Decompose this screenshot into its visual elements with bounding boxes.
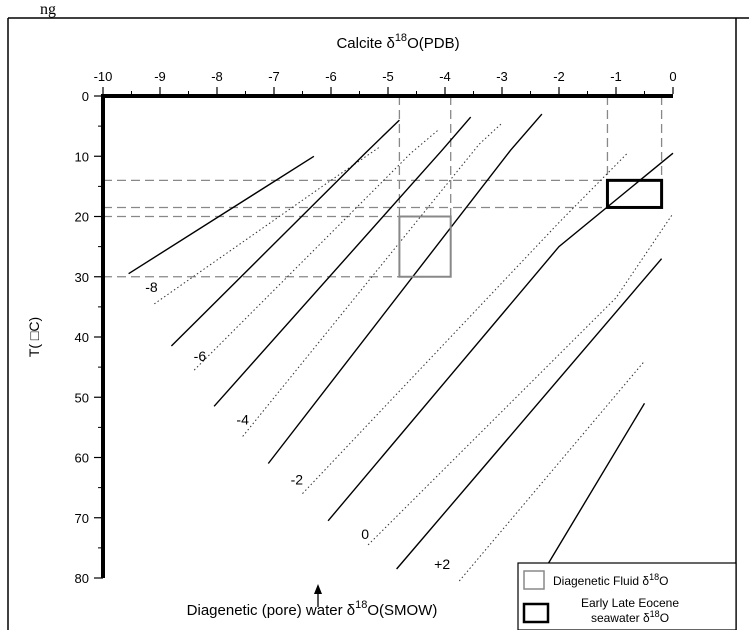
top-tick-label: -3	[496, 69, 508, 84]
y-axis-title: T( □C)	[26, 317, 42, 357]
y-tick-label: 70	[75, 511, 89, 526]
solid-curve-4	[529, 402, 646, 594]
y-tick-label: 50	[75, 390, 89, 405]
top-tick-label: -10	[94, 69, 113, 84]
top-tick-label: -7	[268, 69, 280, 84]
curves	[128, 113, 674, 594]
y-tick-label: 40	[75, 330, 89, 345]
legend-label-seawater-line1: Early Late Eocene	[581, 596, 679, 610]
dotted-curve--7	[154, 146, 380, 305]
y-tick-label: 30	[75, 270, 89, 285]
dotted-curve-3	[458, 360, 645, 582]
legend-label-seawater-line2: seawater δ18O	[591, 609, 669, 625]
legend-frame	[517, 562, 737, 630]
boxes	[398, 178, 664, 278]
curve-label: -6	[194, 348, 207, 364]
legend-label-diagenetic: Diagenetic Fluid δ18O	[553, 572, 668, 588]
y-tick-label: 0	[82, 89, 89, 104]
top-tick-label: -8	[211, 69, 223, 84]
curve-label: 0	[361, 526, 369, 542]
top-caption: ng	[40, 1, 56, 18]
solid-curve--8	[128, 155, 315, 275]
y-tick-label: 10	[75, 149, 89, 164]
y-tick-label: 20	[75, 210, 89, 225]
top-tick-label: -1	[610, 69, 622, 84]
curve-label: -2	[291, 472, 304, 488]
dotted-curve--5	[193, 128, 440, 371]
solid-curve-2	[396, 258, 663, 570]
bottom-axis-title: Diagenetic (pore) water δ18O(SMOW)	[187, 599, 438, 619]
diagenetic-fluid-box	[398, 215, 452, 278]
solid-curve-0	[327, 152, 674, 522]
guide-lines	[103, 96, 663, 278]
curve-labels: -8-6-4-20+2+4	[145, 279, 547, 581]
top-tick-label: -4	[439, 69, 451, 84]
solid-curve--2	[267, 113, 543, 464]
seawater-box	[605, 178, 664, 209]
dotted-curve-1	[367, 213, 674, 546]
y-tick-label: 80	[75, 571, 89, 586]
top-tick-label: -5	[382, 69, 394, 84]
top-axis-title: Calcite δ18O(PDB)	[336, 32, 459, 52]
legend: Diagenetic Fluid δ18O Early Late Eocene …	[517, 562, 737, 630]
dotted-curve--3	[242, 122, 503, 437]
curve-label: -4	[236, 411, 249, 427]
top-tick-label: -2	[553, 69, 565, 84]
legend-swatch-diagenetic	[523, 570, 545, 590]
legend-swatch-seawater	[522, 602, 550, 624]
top-tick-label: -9	[154, 69, 166, 84]
curve-label: +2	[434, 556, 450, 572]
solid-curve--6	[170, 119, 400, 347]
dotted-curve--1	[302, 152, 628, 494]
top-tick-label: -6	[325, 69, 337, 84]
top-tick-label: 0	[669, 69, 676, 84]
solid-curve--4	[213, 116, 472, 407]
y-tick-label: 60	[75, 451, 89, 466]
curve-label: -8	[145, 279, 158, 295]
bottom-arrow	[314, 584, 322, 607]
